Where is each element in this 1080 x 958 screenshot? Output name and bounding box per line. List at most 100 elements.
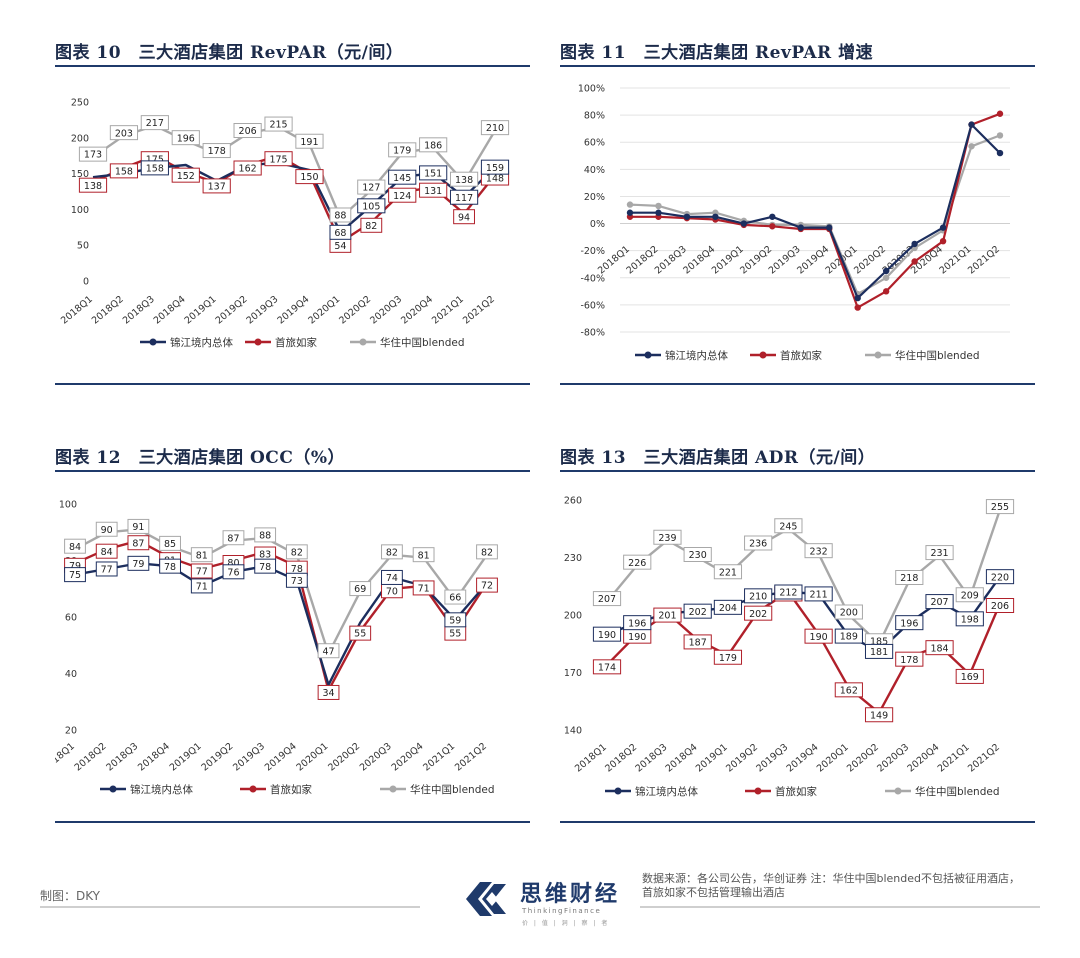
data-label: 158 (115, 166, 133, 177)
chart-title: 图表 12 三大酒店集团 OCC（%） (55, 448, 346, 468)
legend-label: 华住中国blended (895, 349, 980, 362)
data-label-box (774, 518, 803, 534)
data-label-box (955, 587, 984, 603)
x-tick-label: 2021Q2 (966, 244, 1002, 277)
data-label-box (127, 535, 150, 551)
data-label-box (713, 649, 743, 665)
data-label-box (834, 604, 863, 620)
x-tick-label: 2018Q4 (664, 742, 700, 775)
data-label-box (233, 160, 262, 176)
data-label-box (381, 544, 403, 560)
x-tick-label: 2021Q2 (453, 741, 489, 774)
y-tick-label: 40 (65, 669, 77, 680)
legend-marker (389, 785, 397, 793)
bottom-rule (560, 821, 1035, 823)
data-point (854, 304, 861, 311)
data-label-box (683, 603, 712, 619)
x-tick-label: 2021Q1 (936, 742, 972, 775)
data-label-box (480, 159, 510, 175)
data-label-box (381, 569, 403, 585)
x-tick-label: 2019Q4 (785, 742, 821, 775)
x-tick-label: 2020Q4 (390, 741, 426, 774)
legend-label: 华住中国blended (380, 336, 465, 349)
legend-label: 首旅如家 (275, 336, 317, 349)
data-label: 105 (362, 201, 380, 212)
bottom-rule (560, 383, 1035, 385)
data-label: 131 (424, 186, 442, 197)
data-label-box (804, 628, 833, 644)
x-tick-label: 2020Q1 (295, 741, 331, 774)
data-label: 87 (227, 533, 239, 544)
data-point (996, 132, 1004, 139)
x-tick-label: 2020Q4 (906, 742, 942, 775)
data-label: 226 (628, 558, 646, 569)
data-label: 150 (300, 172, 318, 183)
legend-label: 锦江境内总体 (130, 783, 193, 796)
data-label-box (444, 589, 467, 605)
data-label: 221 (719, 567, 737, 578)
data-label: 91 (132, 522, 144, 533)
data-label: 82 (386, 547, 398, 558)
chart-revpar-growth: 100%80%60%40%20%0%-20%-40%-60%-80%2018Q1… (578, 84, 1010, 362)
title-rule (560, 470, 1035, 472)
chart-occ: 100806040202018Q12018Q22018Q32018Q42019Q… (55, 500, 498, 796)
data-label-box (159, 535, 181, 551)
y-tick-label: 260 (564, 496, 582, 507)
chart-title: 图表 13 三大酒店集团 ADR（元/间） (560, 448, 876, 468)
data-label: 217 (146, 118, 164, 129)
chart-panel-revpar: 图表 10 三大酒店集团 RevPAR（元/间） (55, 38, 530, 388)
x-tick-label: 2020Q2 (326, 741, 362, 774)
data-label-box (480, 120, 510, 136)
x-tick-label: 2021Q1 (421, 741, 457, 774)
data-label: 209 (961, 590, 979, 601)
data-label-box (864, 707, 894, 723)
data-label-box (233, 123, 262, 139)
data-label: 145 (393, 173, 411, 184)
data-label-box (476, 544, 498, 560)
y-tick-label: 100 (59, 500, 77, 511)
data-label: 74 (386, 573, 398, 584)
data-label-box (285, 572, 308, 588)
data-label-box (285, 544, 308, 560)
data-label-box (834, 682, 863, 698)
data-label-box (295, 169, 324, 185)
data-label-box (623, 615, 652, 631)
data-label-box (985, 499, 1015, 515)
data-label: 178 (900, 655, 918, 666)
legend-marker (754, 787, 762, 795)
x-tick-label: 2019Q2 (199, 741, 235, 774)
y-tick-label: 230 (564, 553, 582, 564)
x-tick-label: 2018Q3 (633, 742, 669, 775)
data-label-box (127, 555, 150, 571)
data-label: 218 (900, 573, 918, 584)
data-label-box (127, 518, 150, 534)
data-label-box (95, 561, 118, 577)
data-label: 34 (322, 688, 334, 699)
data-label-box (140, 115, 169, 131)
source-line-2: 首旅如家不包括管理输出酒店 (642, 886, 785, 899)
x-tick-label: 2019Q2 (724, 742, 760, 775)
y-tick-label: -60% (580, 300, 605, 311)
data-label: 185 (870, 636, 888, 647)
data-label-box (895, 570, 924, 585)
brand-slogan: 价 | 值 | 洞 | 察 | 者 (522, 920, 610, 927)
data-label: 173 (84, 150, 102, 161)
data-label-box (419, 182, 448, 198)
data-label: 90 (101, 525, 113, 536)
source-line-1: 数据来源：各公司公告，华创证券 注：华住中国blended不包括被征用酒店， (642, 872, 1021, 885)
data-label: 230 (689, 550, 707, 561)
data-label: 169 (961, 672, 979, 683)
data-label-box (349, 581, 372, 597)
data-point (797, 224, 804, 231)
series-line-shoulv (630, 112, 1001, 309)
data-point (882, 267, 890, 275)
data-point (882, 288, 890, 295)
data-label: 162 (239, 164, 257, 175)
data-label: 190 (598, 630, 616, 641)
y-tick-label: 200 (564, 611, 582, 622)
data-label-box (388, 187, 417, 203)
data-label: 201 (658, 611, 676, 622)
data-point (911, 258, 918, 265)
chart-panel-occ: 图表 12 三大酒店集团 OCC（%） (55, 443, 530, 827)
legend-label: 锦江境内总体 (665, 349, 728, 362)
